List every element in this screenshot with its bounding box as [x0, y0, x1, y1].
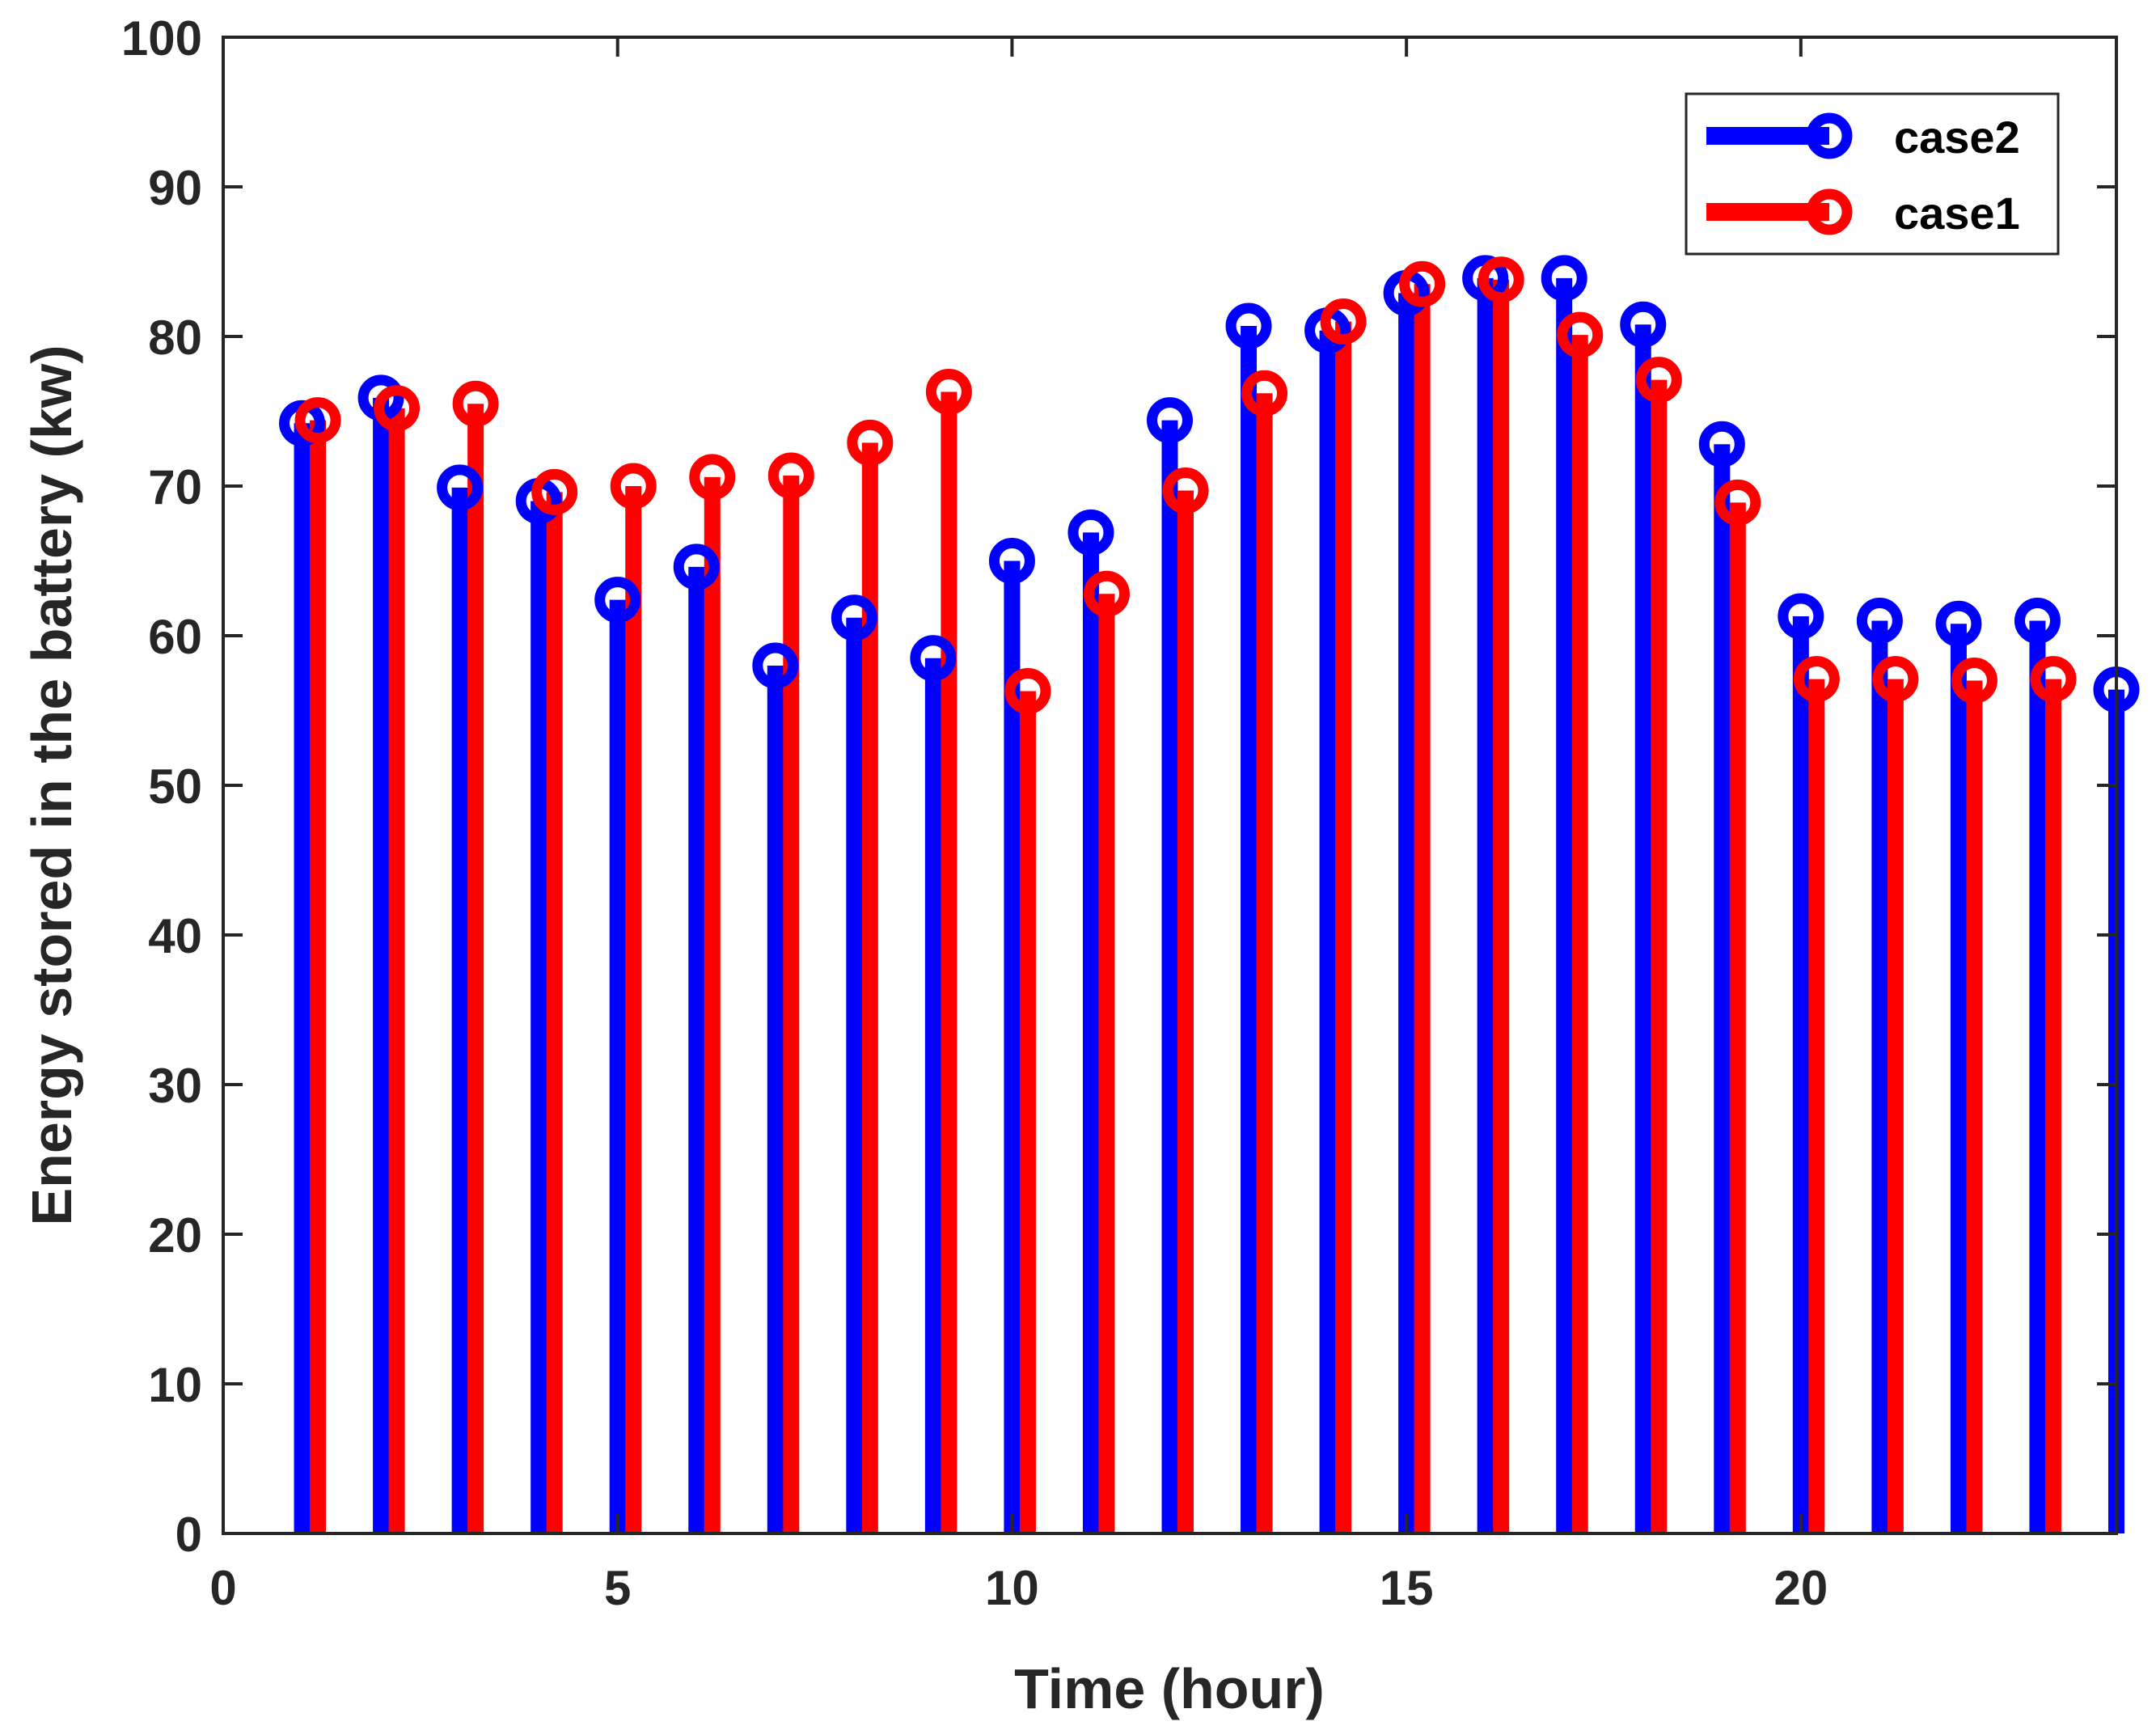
marker-case2-18 — [1620, 301, 1667, 348]
marker-case1-5 — [610, 463, 657, 510]
y-tick-label: 0 — [175, 1508, 202, 1562]
legend-marker-case2 — [1806, 112, 1853, 159]
marker-case1-18 — [1635, 357, 1682, 404]
legend: case2 case1 — [1685, 92, 2060, 256]
marker-case1-13 — [1241, 370, 1288, 417]
marker-case2-8 — [831, 594, 877, 641]
marker-case2-12 — [1147, 397, 1193, 444]
y-tick-label: 60 — [148, 610, 202, 664]
marker-case1-17 — [1557, 311, 1604, 358]
y-tick-label: 40 — [148, 909, 202, 963]
marker-case1-7 — [767, 452, 814, 499]
x-tick-label: 10 — [985, 1561, 1039, 1615]
y-tick-label: 90 — [148, 161, 202, 215]
marker-case1-3 — [452, 380, 499, 427]
marker-case1-9 — [925, 368, 972, 415]
legend-box — [1685, 92, 2060, 256]
y-tick-label: 100 — [121, 11, 202, 66]
marker-case1-19 — [1714, 479, 1761, 526]
marker-case2-13 — [1225, 302, 1272, 349]
marker-case1-20 — [1793, 656, 1840, 703]
marker-case2-21 — [1856, 598, 1903, 644]
legend-label-case2: case2 — [1894, 112, 2020, 163]
stems-layer — [294, 277, 2124, 1533]
marker-case2-19 — [1698, 421, 1745, 467]
marker-case2-22 — [1935, 600, 1982, 647]
y-tick-label: 10 — [148, 1358, 202, 1412]
x-axis-ticks: 0 5 10 15 20 — [209, 37, 1828, 1615]
y-tick-label: 80 — [148, 311, 202, 365]
y-tick-label: 30 — [148, 1059, 202, 1113]
x-axis-label: Time (hour) — [1014, 1657, 1325, 1720]
marker-case1-15 — [1399, 260, 1446, 307]
legend-marker-case1 — [1806, 188, 1853, 235]
marker-case1-21 — [1872, 656, 1919, 703]
marker-case1-8 — [847, 419, 894, 466]
y-tick-label: 50 — [148, 759, 202, 814]
marker-case1-23 — [2030, 656, 2077, 703]
marker-case1-22 — [1951, 658, 1997, 704]
markers-layer — [279, 255, 2140, 714]
marker-case2-20 — [1778, 593, 1824, 640]
marker-case1-6 — [689, 454, 736, 501]
marker-case1-14 — [1320, 298, 1367, 345]
marker-case2-6 — [673, 544, 720, 590]
marker-case1-12 — [1162, 467, 1209, 514]
marker-case2-10 — [988, 538, 1035, 584]
marker-case2-3 — [437, 464, 484, 511]
x-tick-label: 5 — [604, 1561, 631, 1615]
marker-case1-1 — [294, 397, 341, 444]
marker-case1-2 — [374, 385, 421, 432]
y-axis-ticks: 0 10 20 30 40 50 60 70 80 90 100 — [121, 11, 2116, 1562]
marker-case1-11 — [1083, 570, 1130, 617]
marker-case2-7 — [752, 642, 799, 689]
y-tick-label: 70 — [148, 460, 202, 514]
x-tick-label: 20 — [1773, 1561, 1828, 1615]
y-tick-label: 20 — [148, 1208, 202, 1263]
marker-case2-23 — [2014, 598, 2061, 644]
marker-case1-16 — [1477, 256, 1524, 303]
x-tick-label: 0 — [209, 1561, 236, 1615]
x-tick-label: 15 — [1380, 1561, 1434, 1615]
marker-case2-11 — [1067, 509, 1114, 556]
legend-label-case1: case1 — [1894, 188, 2020, 239]
marker-case1-4 — [531, 468, 578, 515]
y-axis-label: Energy stored in the battery (kw) — [20, 345, 83, 1225]
marker-case2-9 — [910, 635, 957, 682]
marker-case1-10 — [1004, 667, 1051, 714]
marker-case2-5 — [594, 577, 641, 624]
marker-case2-17 — [1541, 255, 1587, 302]
